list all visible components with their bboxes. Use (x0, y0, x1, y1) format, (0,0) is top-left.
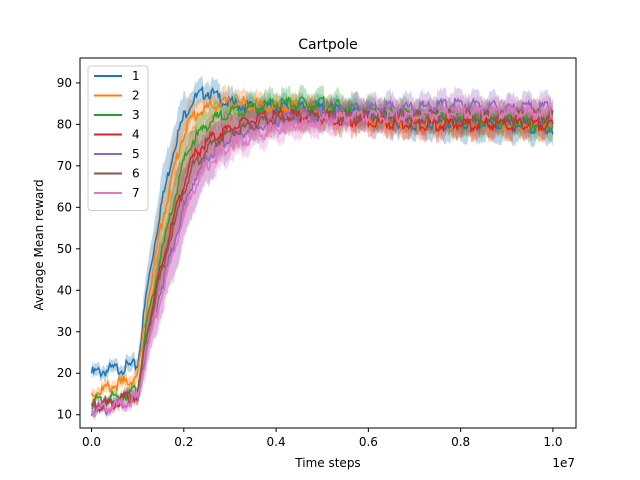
plot-frame (79, 57, 577, 429)
line-series-4 (90, 107, 554, 414)
y-tick-label: 30 (57, 325, 72, 339)
x-tick-label: 0.0 (82, 435, 101, 449)
line-series-3 (91, 95, 554, 410)
chart-title: Cartpole (298, 37, 358, 53)
y-axis-ticks: 10 20 30 40 50 60 70 80 90 (57, 76, 80, 422)
line-series-5 (90, 97, 554, 417)
x-tick-label: 0.2 (174, 435, 193, 449)
legend-label-3: 3 (132, 108, 140, 122)
legend-label-5: 5 (132, 147, 140, 161)
x-tick-label: 0.4 (267, 435, 286, 449)
band-series-5 (91, 85, 553, 420)
band-series-7 (91, 93, 553, 421)
legend-label-4: 4 (132, 128, 140, 142)
y-tick-label: 50 (57, 242, 72, 256)
x-axis-offset-label: 1e7 (552, 456, 575, 470)
legend-label-1: 1 (132, 69, 140, 83)
x-axis-label: Time steps (294, 456, 360, 470)
y-tick-label: 20 (57, 366, 72, 380)
legend-label-7: 7 (132, 186, 140, 200)
y-tick-label: 80 (57, 117, 72, 131)
line-series-1 (90, 85, 554, 378)
x-tick-label: 1.0 (543, 435, 562, 449)
legend-label-2: 2 (132, 89, 140, 103)
legend-label-6: 6 (132, 167, 140, 181)
x-tick-label: 0.6 (359, 435, 378, 449)
line-series-7 (91, 103, 554, 418)
legend: 1 2 3 4 5 6 7 (87, 65, 149, 211)
y-tick-label: 60 (57, 200, 72, 214)
y-tick-label: 90 (57, 76, 72, 90)
y-axis-label: Average Mean reward (32, 179, 46, 310)
y-tick-label: 40 (57, 283, 72, 297)
x-axis-ticks: 0.0 0.2 0.4 0.6 0.8 1.0 (82, 428, 562, 449)
series-lines (90, 85, 554, 418)
y-tick-label: 70 (57, 159, 72, 173)
y-tick-label: 10 (57, 408, 72, 422)
x-tick-label: 0.8 (451, 435, 470, 449)
